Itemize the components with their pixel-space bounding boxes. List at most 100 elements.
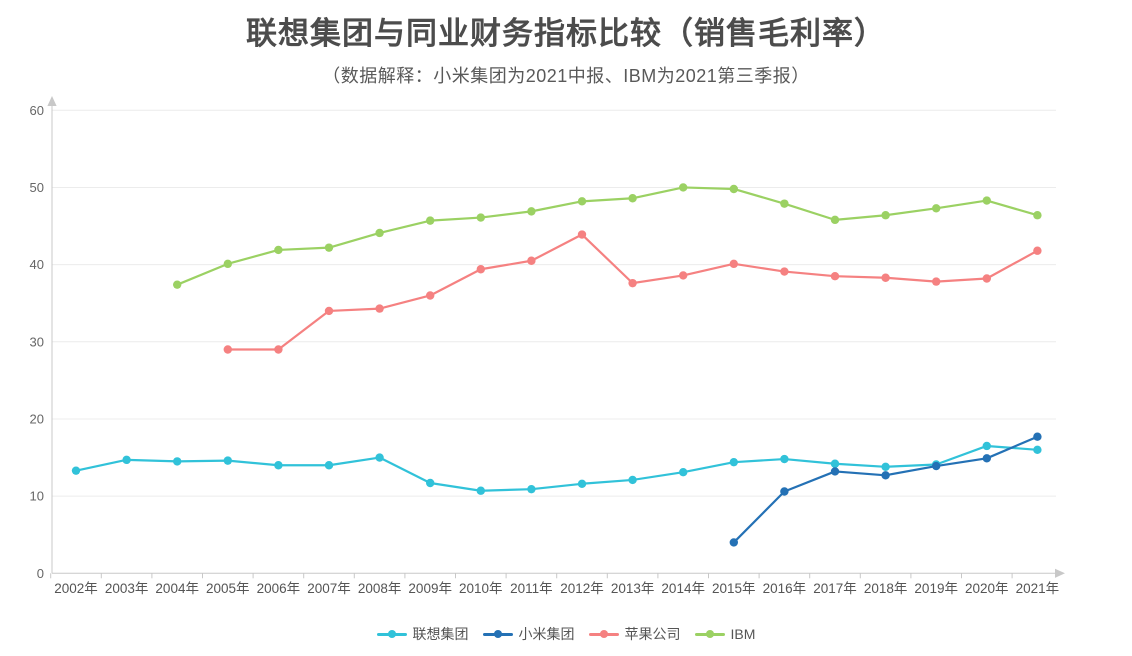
- series-point-2[interactable]: [729, 259, 738, 269]
- x-tick-label: 2008年: [358, 581, 402, 596]
- series-point-2[interactable]: [679, 271, 688, 280]
- x-tick-label: 2013年: [611, 581, 655, 596]
- series-point-2[interactable]: [324, 306, 334, 316]
- series-point-3[interactable]: [729, 184, 738, 194]
- x-axis-arrow-icon: [1055, 568, 1065, 578]
- y-tick-label-20: 20: [30, 411, 44, 426]
- series-point-0[interactable]: [223, 456, 232, 465]
- series-point-0[interactable]: [830, 459, 840, 468]
- series-point-0[interactable]: [122, 455, 131, 465]
- chart-subtitle: （数据解释：小米集团为2021中报、IBM为2021第三季报）: [322, 66, 810, 86]
- y-tick-label-30: 30: [30, 334, 44, 349]
- series-point-0[interactable]: [780, 454, 789, 464]
- legend-line-dot-icon: [588, 629, 619, 639]
- series-point-0[interactable]: [527, 484, 536, 494]
- series-point-2[interactable]: [982, 274, 991, 283]
- series-point-0[interactable]: [982, 441, 991, 451]
- series-point-0[interactable]: [274, 461, 283, 470]
- series-point-3[interactable]: [527, 207, 536, 216]
- series-point-3[interactable]: [223, 259, 232, 269]
- x-tick-label: 2014年: [661, 581, 705, 596]
- series-point-2[interactable]: [881, 273, 890, 282]
- y-tick-label-0: 0: [37, 566, 44, 581]
- series-point-2[interactable]: [830, 271, 840, 281]
- series-point-0[interactable]: [476, 486, 485, 495]
- series-point-0[interactable]: [881, 462, 890, 472]
- x-tick-label: 2020年: [965, 581, 1009, 596]
- series-point-0[interactable]: [628, 475, 637, 485]
- x-tick-label: 2019年: [914, 581, 958, 596]
- series-point-3[interactable]: [577, 197, 587, 206]
- y-tick-label-50: 50: [30, 180, 44, 195]
- y-tick-label-40: 40: [30, 257, 44, 272]
- legend-label: 苹果公司: [624, 626, 681, 642]
- y-axis-arrow-icon: [47, 96, 57, 106]
- series-point-2[interactable]: [274, 345, 283, 354]
- series-point-3[interactable]: [679, 183, 688, 192]
- series-point-3[interactable]: [324, 243, 334, 252]
- x-tick-label: 2010年: [459, 581, 503, 596]
- legend-label: 联想集团: [412, 626, 469, 642]
- series-point-1[interactable]: [932, 461, 941, 471]
- series-point-3[interactable]: [426, 216, 435, 225]
- x-tick-label: 2016年: [763, 581, 807, 596]
- x-tick-label: 2018年: [864, 581, 908, 596]
- series-point-0[interactable]: [375, 453, 384, 462]
- line-chart: 0 10 20 30 40 50 60 2002年 2003年 2004年 2005年 2006年 20…: [30, 96, 1065, 596]
- series-point-2[interactable]: [577, 230, 587, 239]
- x-tick-label: 2015年: [712, 581, 756, 596]
- series-point-0[interactable]: [426, 478, 435, 488]
- legend-label: 小米集团: [518, 626, 575, 642]
- series-point-2[interactable]: [780, 267, 789, 276]
- series-point-0[interactable]: [1033, 445, 1042, 455]
- series-point-3[interactable]: [375, 228, 384, 238]
- x-tick-label: 2003年: [105, 581, 149, 596]
- series-point-2[interactable]: [426, 291, 435, 300]
- series-point-3[interactable]: [780, 199, 789, 208]
- series-line-0: [74, 444, 1039, 492]
- y-tick-label-10: 10: [30, 489, 44, 504]
- series-point-1[interactable]: [982, 454, 991, 463]
- series-point-1[interactable]: [729, 538, 738, 547]
- series-point-1[interactable]: [780, 487, 789, 496]
- y-tick-label-60: 60: [30, 103, 44, 118]
- series-point-0[interactable]: [324, 461, 334, 470]
- series-point-3[interactable]: [628, 194, 637, 203]
- series-point-0[interactable]: [577, 479, 587, 488]
- legend-item-0[interactable]: 联想集团: [376, 624, 469, 644]
- series-point-3[interactable]: [881, 211, 890, 220]
- series-point-0[interactable]: [71, 466, 81, 475]
- series-point-3[interactable]: [830, 215, 840, 225]
- series-point-2[interactable]: [223, 345, 232, 354]
- series-point-0[interactable]: [679, 468, 688, 477]
- series-point-1[interactable]: [881, 471, 890, 480]
- series-line-1: [732, 435, 1039, 544]
- legend-item-1[interactable]: 小米集团: [482, 624, 575, 644]
- series-point-3[interactable]: [274, 245, 283, 255]
- series-point-1[interactable]: [1033, 432, 1042, 441]
- x-tick-label: 2021年: [1016, 581, 1060, 596]
- series-point-0[interactable]: [729, 457, 738, 467]
- series-point-3[interactable]: [932, 204, 941, 213]
- series-point-2[interactable]: [476, 265, 485, 274]
- series-point-0[interactable]: [173, 457, 182, 466]
- series-point-3[interactable]: [173, 280, 182, 289]
- series-point-3[interactable]: [476, 213, 485, 222]
- x-tick-label: 2009年: [408, 581, 452, 596]
- series-point-2[interactable]: [932, 277, 941, 286]
- legend-item-3[interactable]: IBM: [694, 626, 755, 642]
- x-tick-label: 2006年: [257, 581, 301, 596]
- series-point-2[interactable]: [375, 304, 384, 313]
- series-point-1[interactable]: [830, 467, 840, 476]
- series-line-2: [226, 233, 1039, 351]
- x-tick-label: 2004年: [155, 581, 199, 596]
- series-point-3[interactable]: [1033, 211, 1042, 220]
- x-tick-label: 2005年: [206, 581, 250, 596]
- series-line-3: [176, 186, 1039, 286]
- series-point-2[interactable]: [527, 256, 536, 265]
- series-point-3[interactable]: [982, 196, 991, 205]
- series-point-2[interactable]: [1033, 246, 1042, 255]
- legend-item-2[interactable]: 苹果公司: [588, 624, 681, 644]
- series-point-2[interactable]: [628, 278, 637, 288]
